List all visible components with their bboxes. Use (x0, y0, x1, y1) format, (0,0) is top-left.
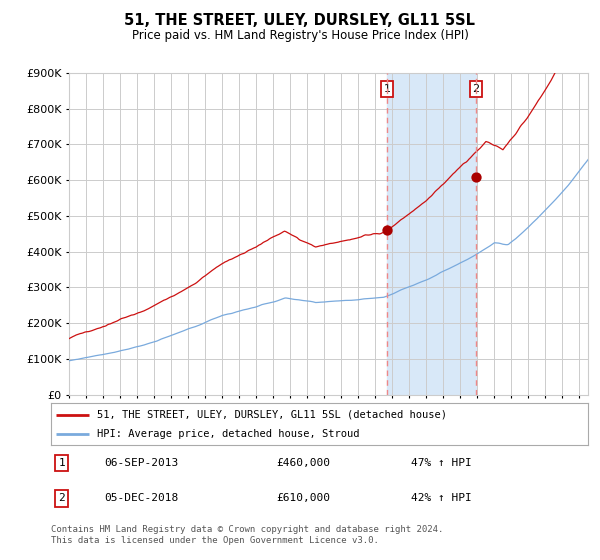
Text: Price paid vs. HM Land Registry's House Price Index (HPI): Price paid vs. HM Land Registry's House … (131, 29, 469, 42)
Point (382, 226, 392, 235)
Text: 1: 1 (383, 84, 391, 94)
Text: 51, THE STREET, ULEY, DURSLEY, GL11 5SL: 51, THE STREET, ULEY, DURSLEY, GL11 5SL (125, 13, 476, 28)
Point (471, 172, 481, 181)
Text: 2: 2 (58, 493, 65, 503)
Text: 1: 1 (58, 458, 65, 468)
Text: 47% ↑ HPI: 47% ↑ HPI (411, 458, 472, 468)
Text: HPI: Average price, detached house, Stroud: HPI: Average price, detached house, Stro… (97, 429, 359, 439)
Text: 05-DEC-2018: 05-DEC-2018 (105, 493, 179, 503)
Text: 06-SEP-2013: 06-SEP-2013 (105, 458, 179, 468)
Text: £460,000: £460,000 (277, 458, 331, 468)
Text: 42% ↑ HPI: 42% ↑ HPI (411, 493, 472, 503)
Text: Contains HM Land Registry data © Crown copyright and database right 2024.
This d: Contains HM Land Registry data © Crown c… (51, 525, 443, 545)
Text: £610,000: £610,000 (277, 493, 331, 503)
Text: 51, THE STREET, ULEY, DURSLEY, GL11 5SL (detached house): 51, THE STREET, ULEY, DURSLEY, GL11 5SL … (97, 409, 446, 419)
Text: 2: 2 (472, 84, 479, 94)
Bar (387, 73, 476, 395)
